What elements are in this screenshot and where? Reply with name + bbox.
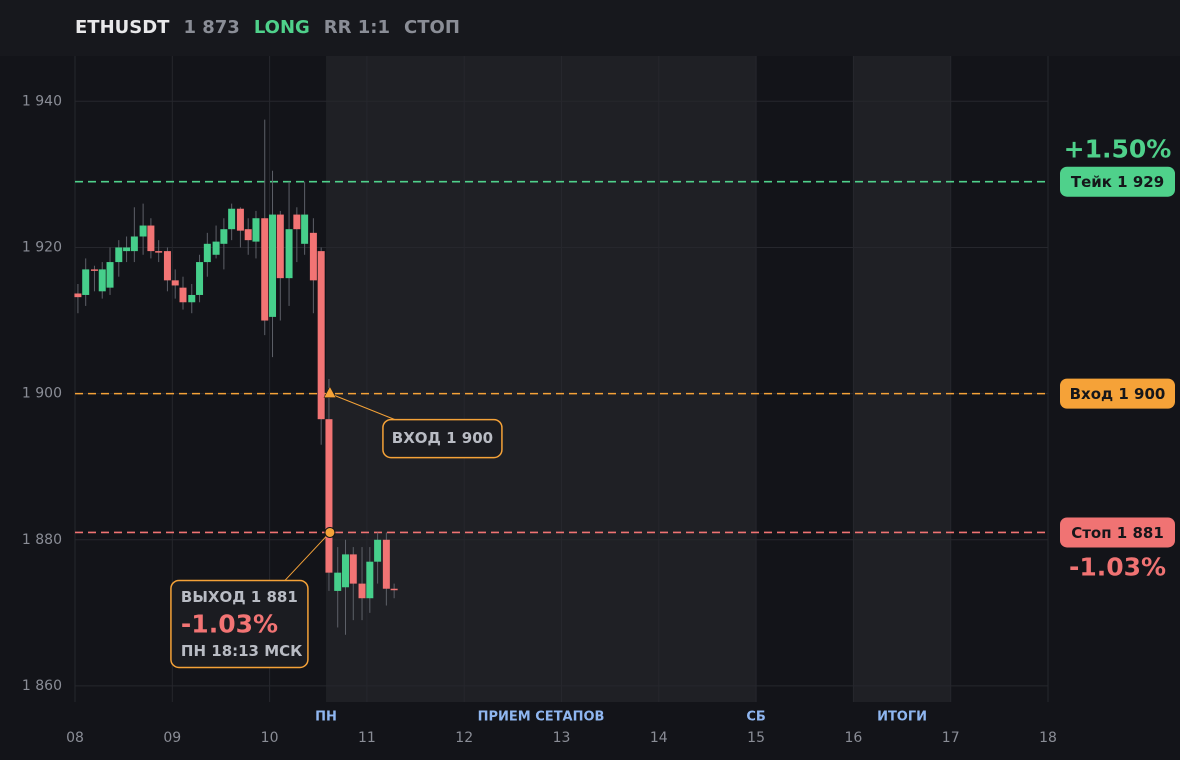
- candle-body: [349, 554, 357, 584]
- header-symbol: ETHUSDT: [75, 17, 170, 38]
- callout-pct: -1.03%: [181, 609, 278, 638]
- candle-body: [74, 293, 82, 298]
- callout-box: [382, 418, 503, 459]
- y-tick-label: 1 920: [22, 239, 62, 255]
- candle-body: [301, 214, 309, 244]
- level-label: Тейк 1 929: [1071, 173, 1164, 191]
- session-band: [326, 56, 757, 702]
- candle-body: [155, 251, 163, 253]
- x-tick-label: 09: [163, 730, 181, 746]
- candle-body: [163, 251, 171, 281]
- candle-body: [139, 225, 147, 237]
- level-label: Стоп 1 881: [1071, 524, 1164, 542]
- header: ETHUSDT 1 873 LONG RR 1:1 СТОП: [75, 17, 460, 38]
- candle-body: [236, 208, 244, 231]
- x-tick-label: 13: [553, 730, 571, 746]
- callout-leader: [284, 532, 331, 581]
- level-badge: [1060, 166, 1175, 197]
- level-pct: -1.03%: [1069, 552, 1166, 581]
- candle-body: [212, 241, 220, 255]
- marker-triangle: [323, 386, 337, 398]
- candle-body: [334, 572, 342, 591]
- candle-body: [309, 232, 317, 281]
- day-mark-label: ПН: [315, 710, 337, 725]
- level-pct: +1.50%: [1064, 135, 1172, 164]
- callout-label: ВЫХОД 1 881: [181, 588, 298, 606]
- candle-body: [179, 287, 187, 303]
- candle-body: [203, 243, 211, 263]
- callout-time: ПН 18:13 МСК: [181, 642, 303, 660]
- candle-body: [90, 269, 98, 271]
- x-tick-label: 12: [455, 730, 473, 746]
- candle-body: [188, 294, 196, 303]
- session-label: ПРИЕМ СЕТАПОВ: [478, 710, 605, 725]
- y-tick-label: 1 900: [22, 386, 62, 402]
- y-tick-label: 1 880: [22, 532, 62, 548]
- candle-body: [358, 583, 366, 599]
- candle-body: [171, 280, 179, 286]
- candle-body: [390, 588, 398, 591]
- header-status: СТОП: [404, 17, 460, 38]
- header-price: 1 873: [183, 17, 239, 38]
- day-mark-label: СБ: [746, 710, 765, 725]
- candle-body: [98, 269, 106, 292]
- session-label: ИТОГИ: [877, 710, 927, 725]
- callout-box: [170, 579, 309, 669]
- candle-body: [317, 251, 325, 420]
- marker-circle: [324, 526, 336, 538]
- x-tick-label: 11: [358, 730, 376, 746]
- level-label: Вход 1 900: [1070, 385, 1166, 403]
- x-tick-label: 16: [844, 730, 862, 746]
- x-tick-label: 18: [1039, 730, 1057, 746]
- candle-body: [285, 229, 293, 279]
- candle-body: [366, 561, 374, 599]
- candle-body: [276, 214, 284, 279]
- candle-body: [269, 214, 277, 317]
- header-rr: RR 1:1: [324, 17, 390, 38]
- candle-body: [196, 262, 204, 295]
- candle-body: [341, 554, 349, 588]
- x-tick-label: 10: [261, 730, 279, 746]
- level-badge: [1060, 378, 1175, 409]
- candle-body: [115, 247, 123, 263]
- candle-body: [220, 229, 228, 244]
- candle-body: [228, 208, 236, 230]
- candle-body: [261, 218, 269, 321]
- y-tick-label: 1 940: [22, 93, 62, 109]
- candle-body: [147, 225, 155, 252]
- candle-body: [82, 269, 90, 295]
- callout-leader: [329, 393, 396, 421]
- header-bar: [0, 0, 1180, 56]
- session-band: [853, 56, 951, 702]
- callout-label: ВХОД 1 900: [392, 429, 493, 447]
- candle-body: [382, 539, 390, 589]
- x-tick-label: 08: [66, 730, 84, 746]
- header-side: LONG: [254, 17, 310, 38]
- x-tick-label: 15: [747, 730, 765, 746]
- level-badge: [1060, 517, 1175, 548]
- candle-body: [244, 229, 252, 241]
- candle-body: [252, 218, 260, 242]
- candle-body: [130, 236, 138, 252]
- candle-body: [106, 262, 114, 288]
- candle-body: [374, 539, 382, 562]
- y-tick-label: 1 860: [22, 678, 62, 694]
- x-tick-label: 14: [650, 730, 668, 746]
- candle-body: [123, 247, 131, 252]
- x-tick-label: 17: [942, 730, 960, 746]
- candle-body: [325, 419, 333, 573]
- candle-body: [293, 214, 301, 230]
